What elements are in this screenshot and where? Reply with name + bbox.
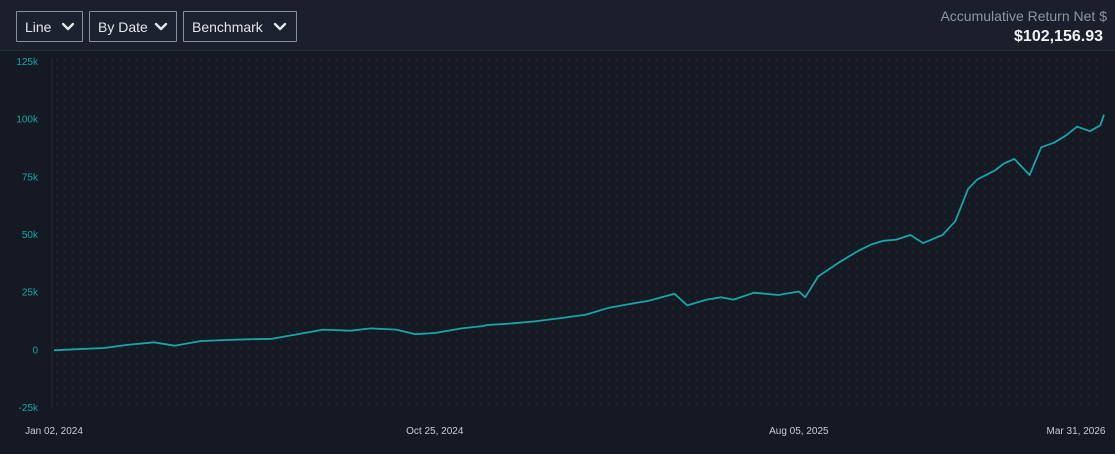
grouping-dropdown[interactable]: By Date bbox=[89, 11, 177, 42]
return-line-chart: -25k 0 25k 50k 75k 100k 125k Jan 02, 2024 Oct 2… bbox=[16, 57, 1106, 437]
y-tick-label: 100k bbox=[16, 115, 39, 126]
y-tick-label: 50k bbox=[22, 230, 39, 241]
y-tick-label: 125k bbox=[16, 57, 39, 68]
chevron-down-icon bbox=[61, 22, 75, 31]
y-tick-label: -25k bbox=[19, 403, 39, 414]
return-label: Accumulative Return Net $ bbox=[940, 8, 1107, 24]
y-tick-label: 75k bbox=[22, 172, 39, 183]
x-tick-label: Jan 02, 2024 bbox=[25, 426, 83, 437]
y-tick-label: 0 bbox=[32, 345, 38, 356]
return-series-line bbox=[53, 114, 1105, 352]
plot-grid-background bbox=[52, 58, 1104, 408]
y-tick-label: 25k bbox=[22, 288, 39, 299]
chart-area: -25k 0 25k 50k 75k 100k 125k Jan 02, 2024 Oct 2… bbox=[0, 51, 1115, 449]
chart-toolbar: Line By Date Benchmark Accumulative Retu… bbox=[0, 0, 1115, 51]
chart-type-label: Line bbox=[25, 19, 52, 35]
chevron-down-icon bbox=[273, 22, 287, 31]
return-value: $102,156.93 bbox=[1014, 28, 1103, 45]
x-tick-label: Oct 25, 2024 bbox=[406, 426, 464, 437]
y-tick-labels: -25k 0 25k 50k 75k 100k 125k bbox=[16, 57, 39, 414]
x-tick-labels: Jan 02, 2024 Oct 25, 2024 Aug 05, 2025 Mar … bbox=[25, 426, 1106, 437]
x-tick-label: Mar 31, 2026 bbox=[1047, 426, 1106, 437]
benchmark-label: Benchmark bbox=[192, 19, 263, 35]
benchmark-dropdown[interactable]: Benchmark bbox=[183, 11, 297, 42]
chart-type-dropdown[interactable]: Line bbox=[16, 11, 83, 42]
grouping-label: By Date bbox=[98, 19, 148, 35]
chevron-down-icon bbox=[154, 22, 168, 31]
x-tick-label: Aug 05, 2025 bbox=[769, 426, 829, 437]
